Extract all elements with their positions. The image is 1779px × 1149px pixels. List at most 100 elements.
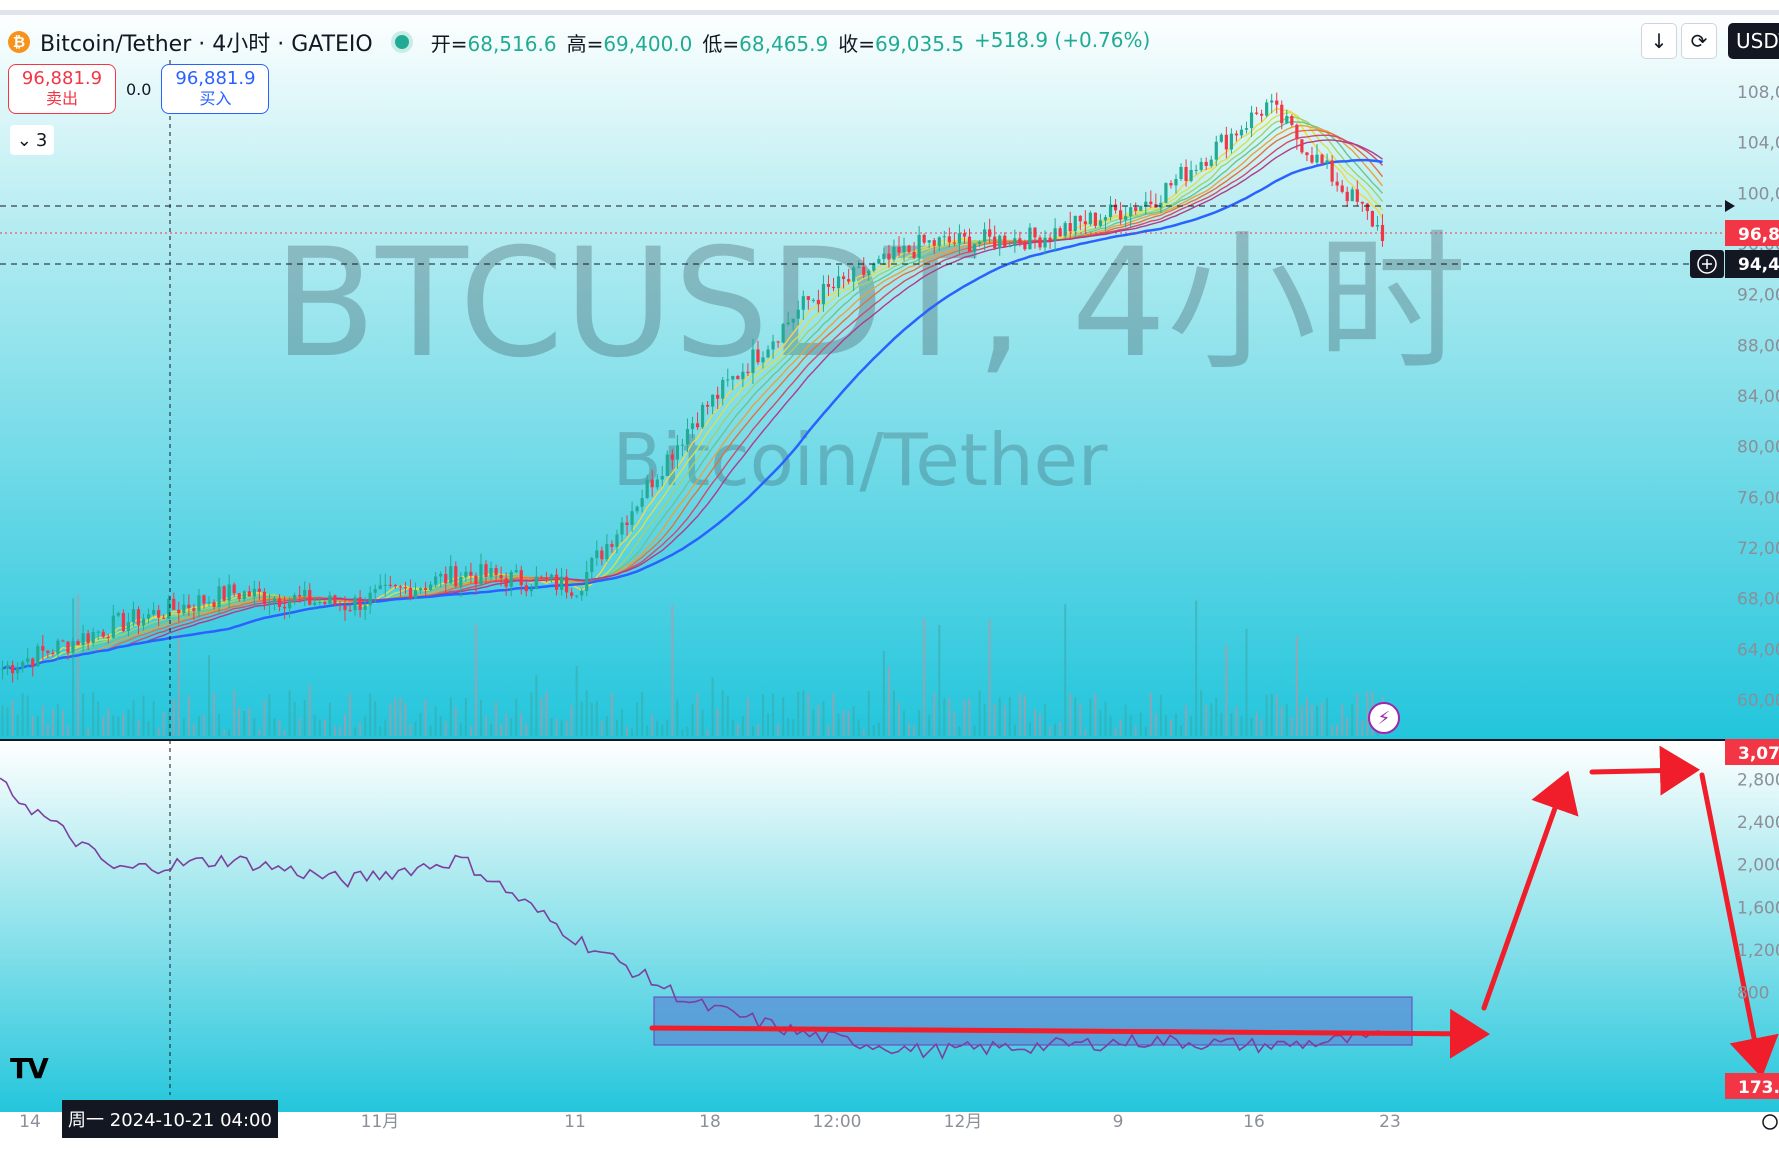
- volume-bar: [394, 698, 397, 736]
- candle: [434, 571, 438, 588]
- indicator-axis[interactable]: 2,800 2,400 2,000 1,600 1,200 800: [1737, 770, 1779, 1003]
- candle: [499, 566, 503, 587]
- arrow-down[interactable]: [1699, 772, 1779, 1078]
- volume-bar: [887, 666, 890, 736]
- indicator-bottom-tag: 173.9: [1725, 1073, 1779, 1099]
- volume-bar: [313, 714, 316, 736]
- candle: [272, 596, 277, 611]
- candle: [993, 225, 997, 251]
- currency-button[interactable]: USDT: [1728, 23, 1779, 59]
- highlight-box[interactable]: [653, 996, 1413, 1046]
- volume-bar: [943, 698, 946, 736]
- candle: [549, 573, 554, 583]
- market-status-icon[interactable]: [390, 31, 413, 53]
- price-tick: 92,000: [1737, 286, 1779, 306]
- candle: [957, 224, 962, 255]
- price-tick: 72,000: [1737, 539, 1779, 559]
- volume-bar: [1341, 704, 1344, 736]
- candle: [544, 572, 549, 583]
- volume-bar: [731, 720, 734, 736]
- close-value: 69,035.5: [874, 31, 965, 56]
- candle: [1103, 214, 1108, 232]
- volume-bar: [892, 690, 895, 736]
- candle: [1370, 210, 1375, 228]
- sell-price: 96,881.9: [21, 68, 103, 89]
- volume-bar: [998, 697, 1001, 736]
- volume-bar: [711, 677, 714, 736]
- refresh-icon[interactable]: ⟳: [1681, 23, 1717, 59]
- candle: [303, 581, 307, 606]
- candle: [237, 592, 241, 602]
- add-icon[interactable]: [1697, 254, 1717, 274]
- candle: [685, 418, 690, 453]
- candle: [1239, 125, 1244, 139]
- volume-bar: [525, 723, 528, 736]
- candle: [575, 595, 579, 599]
- candle: [731, 375, 735, 391]
- annotation-arrows[interactable]: [649, 745, 1779, 1078]
- volume-bar: [822, 700, 825, 736]
- candle: [242, 589, 246, 602]
- volume-bar: [354, 727, 357, 736]
- volume-bar: [1280, 706, 1283, 736]
- candlesticks[interactable]: [0, 92, 1385, 683]
- volume-bar: [862, 729, 865, 736]
- volume-bar: [273, 718, 276, 736]
- candle: [736, 374, 740, 380]
- candle: [1360, 201, 1364, 212]
- volume-bar: [469, 726, 472, 736]
- volume-bar: [72, 598, 75, 736]
- volume-bar: [1351, 704, 1354, 736]
- candle: [811, 298, 815, 303]
- candle: [368, 586, 372, 614]
- candle: [1078, 215, 1082, 231]
- candle: [1118, 202, 1123, 225]
- volume-bar: [867, 691, 870, 736]
- symbol-title[interactable]: Bitcoin/Tether · 4小时 · GATEIO: [40, 32, 373, 57]
- volume-bar: [223, 729, 226, 736]
- candle: [726, 368, 730, 387]
- candle: [41, 634, 45, 661]
- ma-line: [2, 120, 1384, 670]
- sell-button[interactable]: 96,881.9 卖出: [8, 64, 116, 114]
- candle: [620, 517, 624, 543]
- candle: [61, 639, 65, 642]
- candle: [328, 591, 332, 606]
- volume-bar: [77, 594, 80, 736]
- candle: [897, 236, 901, 257]
- arrow-up[interactable]: [1481, 770, 1579, 1011]
- volume-bar: [515, 698, 518, 736]
- lightning-icon[interactable]: ⚡: [1368, 702, 1400, 734]
- tradingview-logo[interactable]: TV: [10, 1052, 49, 1085]
- volume-bar: [1124, 704, 1127, 736]
- candle: [141, 613, 146, 631]
- candle: [1159, 195, 1163, 214]
- candle: [318, 597, 322, 606]
- candle: [1209, 155, 1213, 168]
- volume-bar: [56, 703, 59, 736]
- settings-icon[interactable]: [1762, 1114, 1778, 1130]
- arrow-flat[interactable]: [649, 1008, 1490, 1059]
- candle: [675, 435, 679, 469]
- indicators-toggle[interactable]: ⌄ 3: [10, 125, 54, 155]
- candle: [700, 402, 705, 430]
- candle: [630, 501, 634, 532]
- candle: [1270, 93, 1274, 114]
- arrow-down-icon[interactable]: ↓: [1641, 23, 1677, 59]
- volume-bar: [736, 723, 739, 736]
- buy-button[interactable]: 96,881.9 买入: [161, 64, 270, 114]
- candle: [554, 568, 559, 596]
- candle: [167, 595, 171, 620]
- arrow-right[interactable]: [1589, 745, 1700, 796]
- time-axis[interactable]: 14 11月 11 18 12:00 12月 9 16 23: [19, 1112, 1401, 1132]
- volume-bar: [132, 700, 135, 736]
- alert-marker-icon[interactable]: [1725, 200, 1735, 212]
- volume-bar: [253, 717, 256, 736]
- volume-bar: [414, 721, 417, 736]
- candle: [1008, 241, 1012, 248]
- volume-bar: [479, 699, 482, 736]
- candle: [1098, 213, 1103, 228]
- volume-bar: [681, 729, 684, 736]
- volume-bar: [490, 723, 493, 736]
